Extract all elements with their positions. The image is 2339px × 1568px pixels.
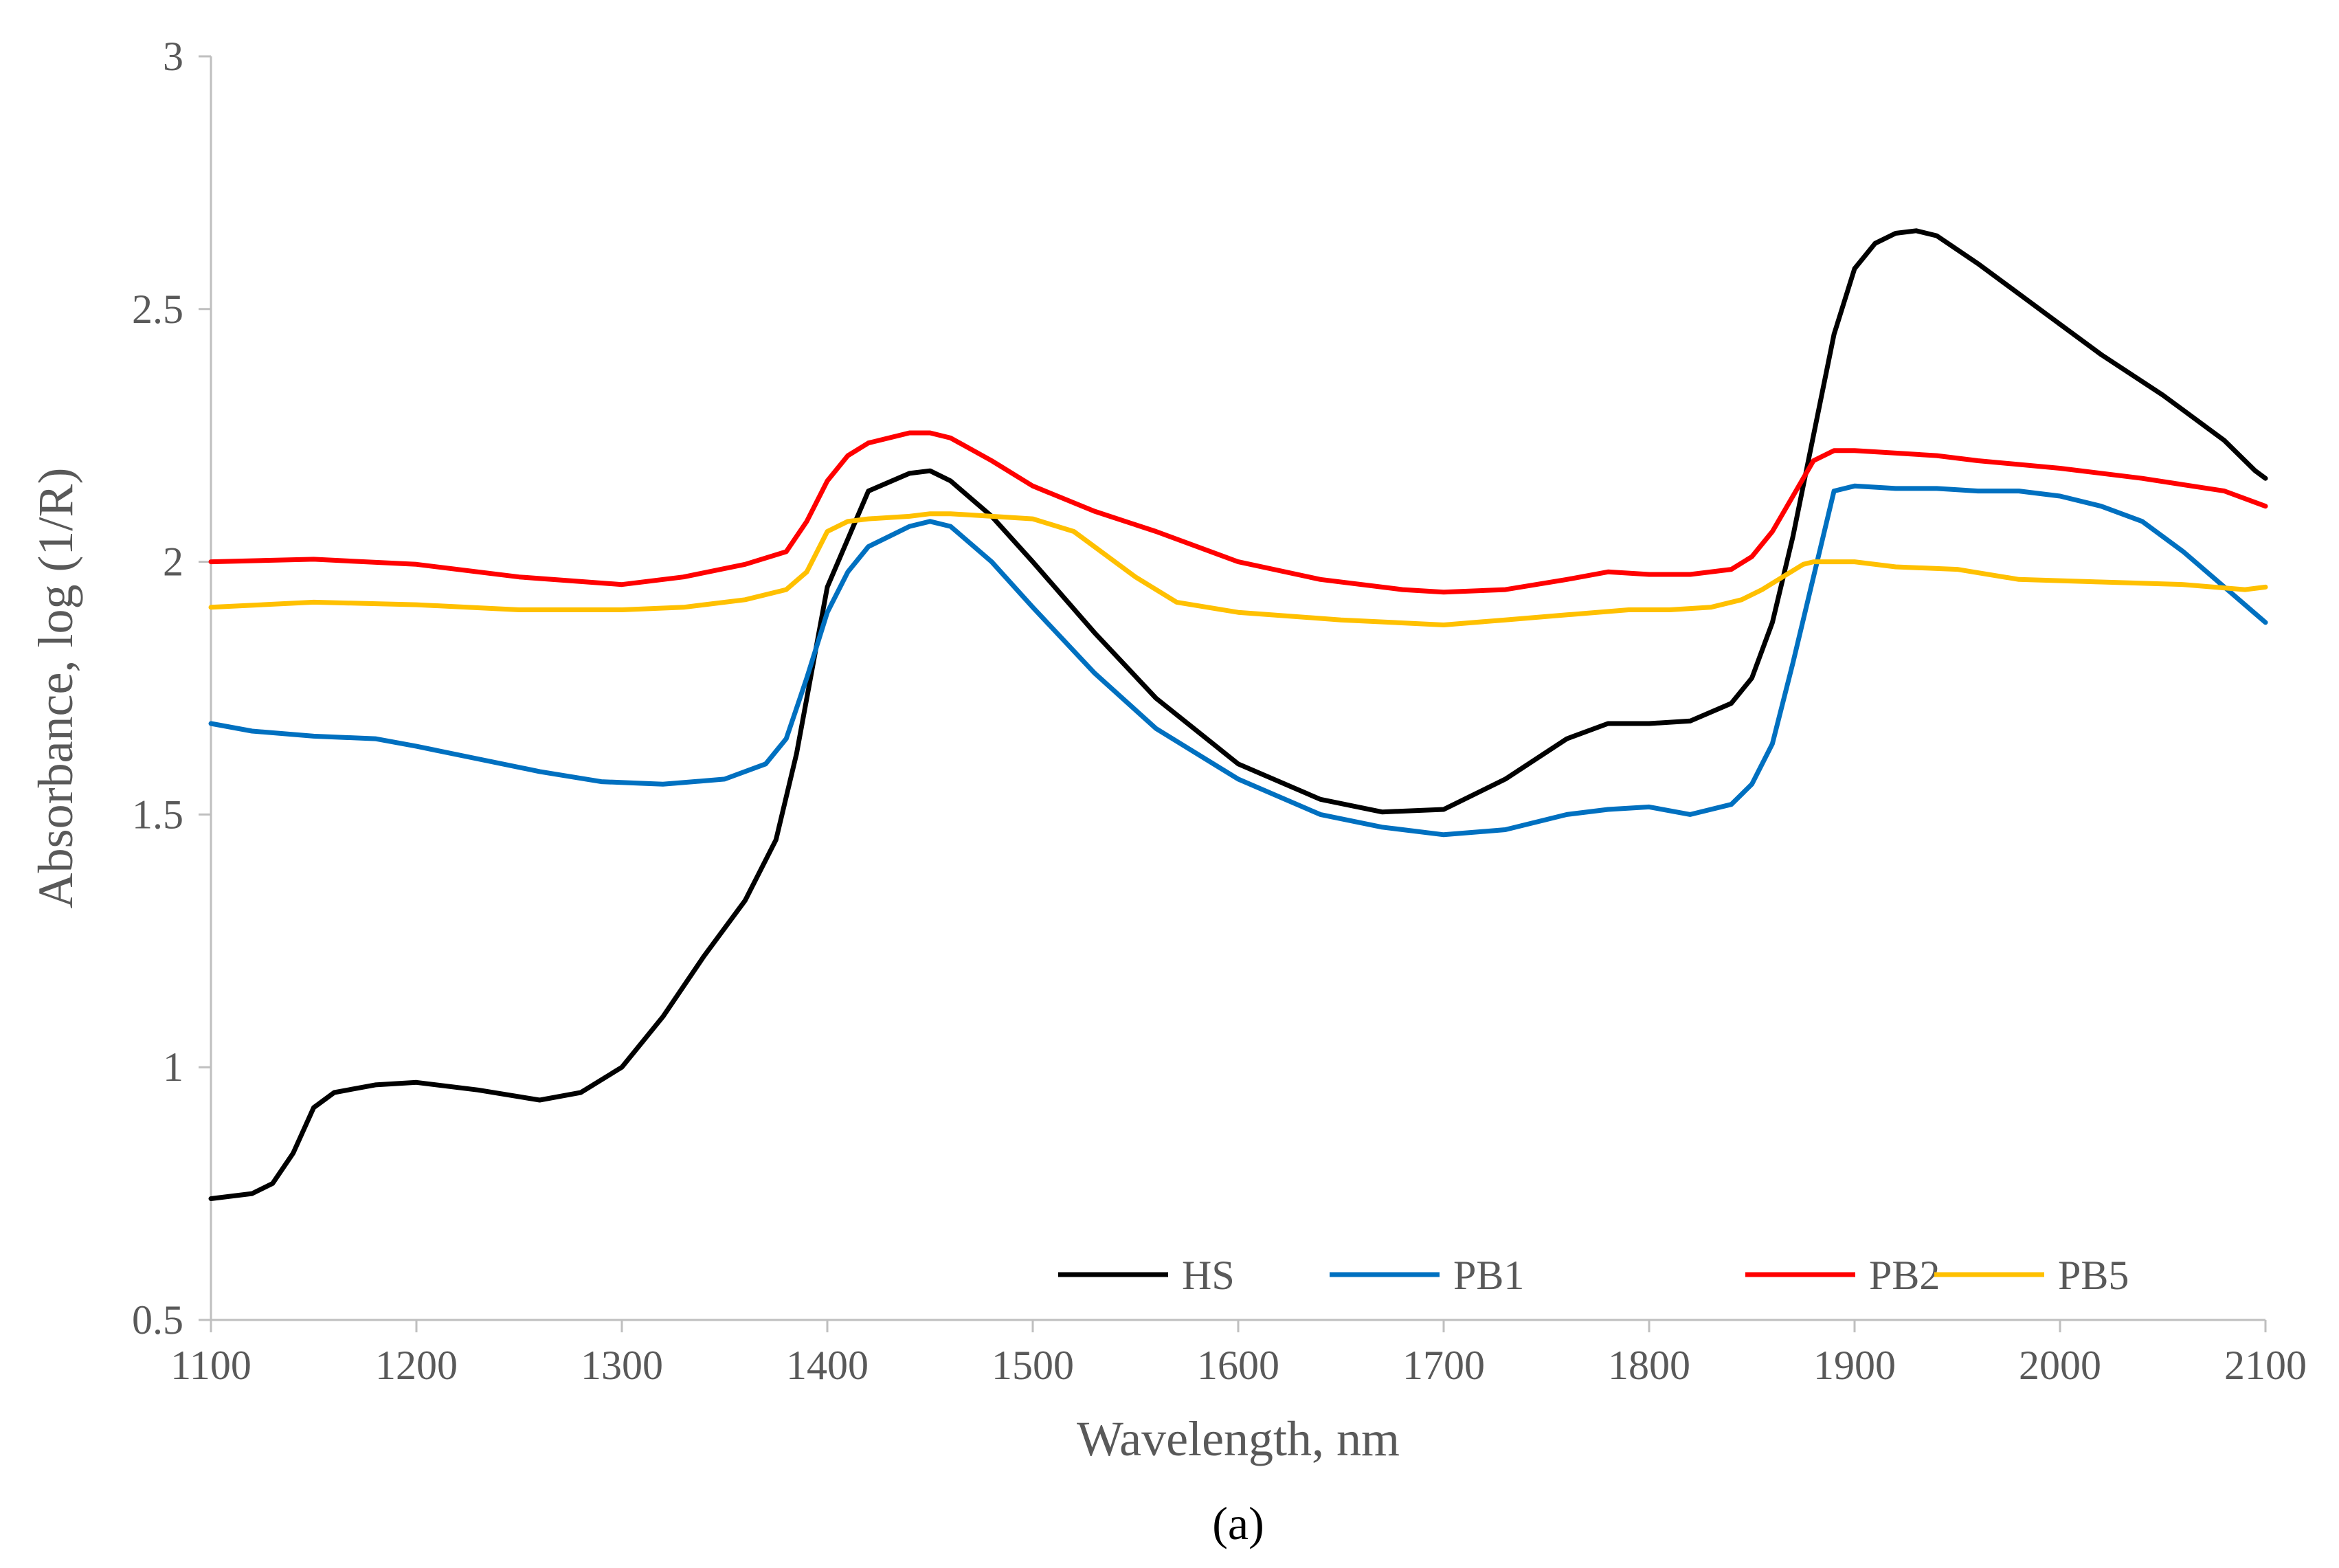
series-line-pb1 [208,483,2268,838]
legend-label-pb5: PB5 [2058,1253,2129,1298]
x-tick-label: 1800 [1608,1343,1690,1388]
x-tick-label: 1300 [581,1343,663,1388]
series-layer [208,228,2268,1201]
legend-label-pb2: PB2 [1869,1253,1940,1298]
legend-label-pb1: PB1 [1453,1253,1524,1298]
x-tick-label: 1100 [170,1343,251,1388]
x-tick-label: 1600 [1197,1343,1279,1388]
x-tick-label: 1900 [1813,1343,1896,1388]
x-tick-label: 1400 [786,1343,869,1388]
series-line-hs [208,228,2268,1201]
x-tick-label: 1500 [992,1343,1074,1388]
series-line-pb5 [208,511,2268,627]
legend: HS PB1 PB2 PB5 [1058,1253,2129,1298]
y-tick-label: 2.5 [132,287,183,332]
x-tick-label: 1700 [1402,1343,1485,1388]
y-tick-label: 1.5 [132,792,183,837]
series-line-pb2 [208,430,2268,595]
x-tick-label: 2100 [2224,1343,2307,1388]
y-tick-label: 0.5 [132,1297,183,1343]
y-tick-label: 3 [163,34,183,79]
y-ticks: 0.5 1 1.5 2 2.5 3 [132,34,211,1343]
x-ticks: 1100 1200 1300 1400 1500 1600 1700 1800 1900 2000… [170,1320,2307,1388]
x-tick-label: 2000 [2019,1343,2101,1388]
y-tick-label: 2 [163,539,183,585]
figure-caption: (a) [1212,1497,1264,1549]
y-tick-label: 1 [163,1044,183,1090]
axes: 0.5 1 1.5 2 2.5 3 1100 1200 1300 1400 1500 1600 170… [132,34,2307,1388]
y-axis-title: Absorbance, log (1/R) [28,468,83,909]
x-tick-label: 1200 [375,1343,458,1388]
x-axis-title: Wavelength, nm [1077,1411,1400,1466]
legend-label-hs: HS [1182,1253,1235,1298]
